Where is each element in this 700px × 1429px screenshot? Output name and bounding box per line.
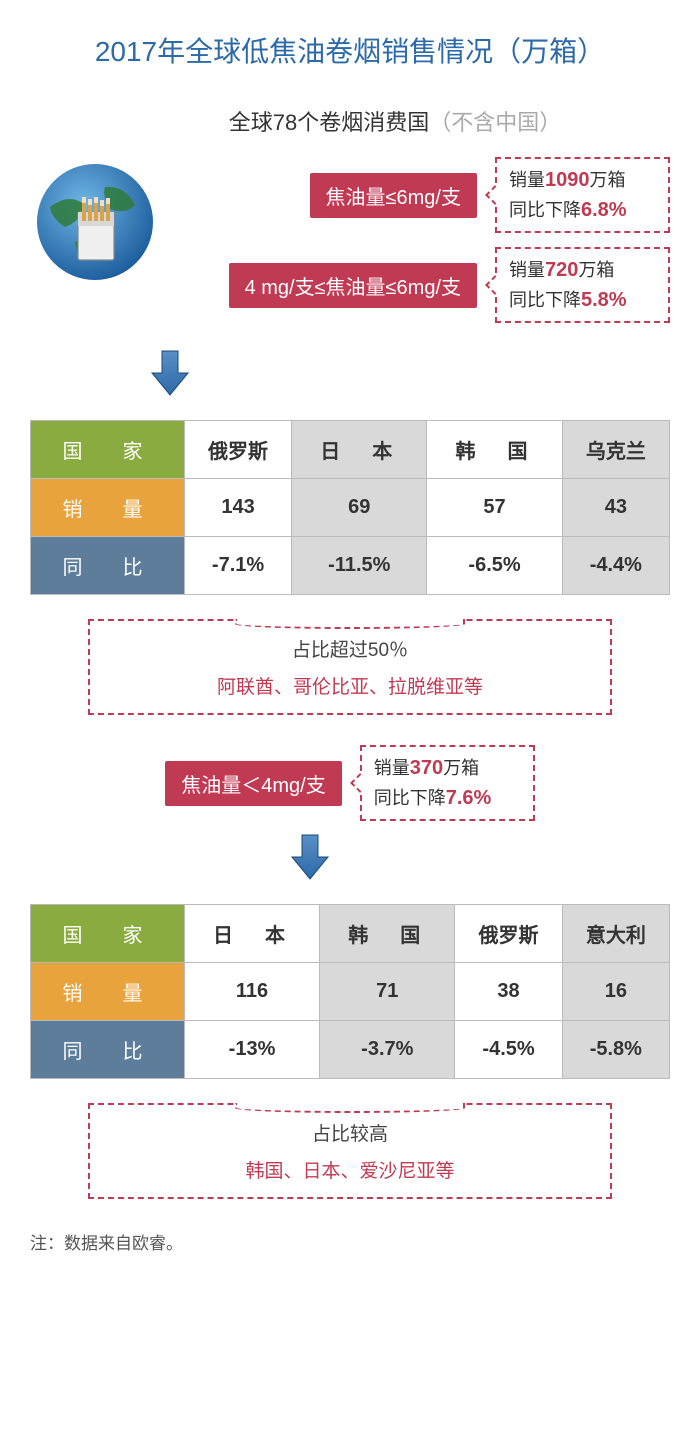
cell: 日 本 (184, 905, 319, 963)
row-header-country: 国 家 (31, 905, 185, 963)
cell: -13% (184, 1021, 319, 1079)
note2-line1: 占比较高 (112, 1119, 589, 1146)
table-1: 国 家 俄罗斯 日 本 韩 国 乌克兰 销 量 143 69 57 43 同 比… (30, 420, 670, 595)
category-2-row: 4 mg/支≤焦油量≤6mg/支 销量720万箱 同比下降5.8% (185, 247, 670, 323)
note1-line2: 阿联酋、哥伦比亚、拉脱维亚等 (112, 672, 589, 699)
c2-s2-pre: 同比下降 (509, 290, 581, 310)
cell: -6.5% (427, 537, 562, 595)
category-2-stats: 销量720万箱 同比下降5.8% (495, 247, 670, 323)
page-title: 2017年全球低焦油卷烟销售情况（万箱） (30, 30, 670, 70)
category-1-pill: 焦油量≤6mg/支 (310, 173, 477, 218)
table-row: 同 比 -7.1% -11.5% -6.5% -4.4% (31, 537, 670, 595)
cell: 俄罗斯 (455, 905, 562, 963)
cell: -5.8% (562, 1021, 669, 1079)
cell: 韩 国 (427, 421, 562, 479)
category-3-row: 焦油量＜4mg/支 销量370万箱 同比下降7.6% (30, 745, 670, 821)
row-header-yoy: 同 比 (31, 537, 185, 595)
category-1-row: 焦油量≤6mg/支 销量1090万箱 同比下降6.8% (185, 157, 670, 233)
globe-cigarette-icon (30, 157, 160, 292)
table-row: 销 量 143 69 57 43 (31, 479, 670, 537)
cell: 69 (292, 479, 427, 537)
cell: 乌克兰 (562, 421, 669, 479)
subtitle: 全球78个卷烟消费国（不含中国） (120, 105, 670, 137)
footnote: 注：数据来自欧睿。 (30, 1229, 670, 1254)
c3-s2-pre: 同比下降 (374, 788, 446, 808)
cell: 71 (320, 963, 455, 1021)
table-row: 国 家 日 本 韩 国 俄罗斯 意大利 (31, 905, 670, 963)
cell: 16 (562, 963, 669, 1021)
cell: 143 (184, 479, 291, 537)
c3-s1-post: 万箱 (443, 758, 479, 778)
c1-s1-em: 1090 (545, 169, 590, 191)
row-header-sales: 销 量 (31, 963, 185, 1021)
note-box-2: 占比较高 韩国、日本、爱沙尼亚等 (88, 1103, 613, 1199)
category-1-stats: 销量1090万箱 同比下降6.8% (495, 157, 670, 233)
table-row: 同 比 -13% -3.7% -4.5% -5.8% (31, 1021, 670, 1079)
cell: 57 (427, 479, 562, 537)
category-3-pill: 焦油量＜4mg/支 (165, 761, 341, 806)
c2-s1-em: 720 (545, 259, 578, 281)
category-3-stats: 销量370万箱 同比下降7.6% (360, 745, 535, 821)
cell: 韩 国 (320, 905, 455, 963)
cell: 意大利 (562, 905, 669, 963)
c1-s2-pre: 同比下降 (509, 200, 581, 220)
cell: 日 本 (292, 421, 427, 479)
table-2: 国 家 日 本 韩 国 俄罗斯 意大利 销 量 116 71 38 16 同 比… (30, 904, 670, 1079)
category-2-pill: 4 mg/支≤焦油量≤6mg/支 (229, 263, 477, 308)
cell: -7.1% (184, 537, 291, 595)
arrow-down-icon (30, 833, 670, 886)
note1-line1: 占比超过50％ (112, 635, 589, 662)
c2-s1-pre: 销量 (509, 260, 545, 280)
cell: -4.4% (562, 537, 669, 595)
table-row: 国 家 俄罗斯 日 本 韩 国 乌克兰 (31, 421, 670, 479)
category-block-1: 焦油量≤6mg/支 销量1090万箱 同比下降6.8% 4 mg/支≤焦油量≤6… (30, 157, 670, 337)
c1-s1-post: 万箱 (590, 170, 626, 190)
row-header-country: 国 家 (31, 421, 185, 479)
subtitle-note: （不含中国） (429, 110, 561, 135)
subtitle-main: 全球78个卷烟消费国 (229, 110, 429, 135)
cell: 俄罗斯 (184, 421, 291, 479)
arrow-down-icon (30, 349, 670, 402)
c3-s1-em: 370 (410, 757, 443, 779)
cell: -3.7% (320, 1021, 455, 1079)
note-box-1: 占比超过50％ 阿联酋、哥伦比亚、拉脱维亚等 (88, 619, 613, 715)
c2-s1-post: 万箱 (578, 260, 614, 280)
cell: 43 (562, 479, 669, 537)
table-row: 销 量 116 71 38 16 (31, 963, 670, 1021)
cell: 116 (184, 963, 319, 1021)
row-header-yoy: 同 比 (31, 1021, 185, 1079)
c1-s1-pre: 销量 (509, 170, 545, 190)
cell: -11.5% (292, 537, 427, 595)
note2-line2: 韩国、日本、爱沙尼亚等 (112, 1156, 589, 1183)
c1-s2-em: 6.8% (581, 199, 627, 221)
cell: -4.5% (455, 1021, 562, 1079)
row-header-sales: 销 量 (31, 479, 185, 537)
cell: 38 (455, 963, 562, 1021)
c3-s2-em: 7.6% (446, 787, 492, 809)
c3-s1-pre: 销量 (374, 758, 410, 778)
c2-s2-em: 5.8% (581, 289, 627, 311)
